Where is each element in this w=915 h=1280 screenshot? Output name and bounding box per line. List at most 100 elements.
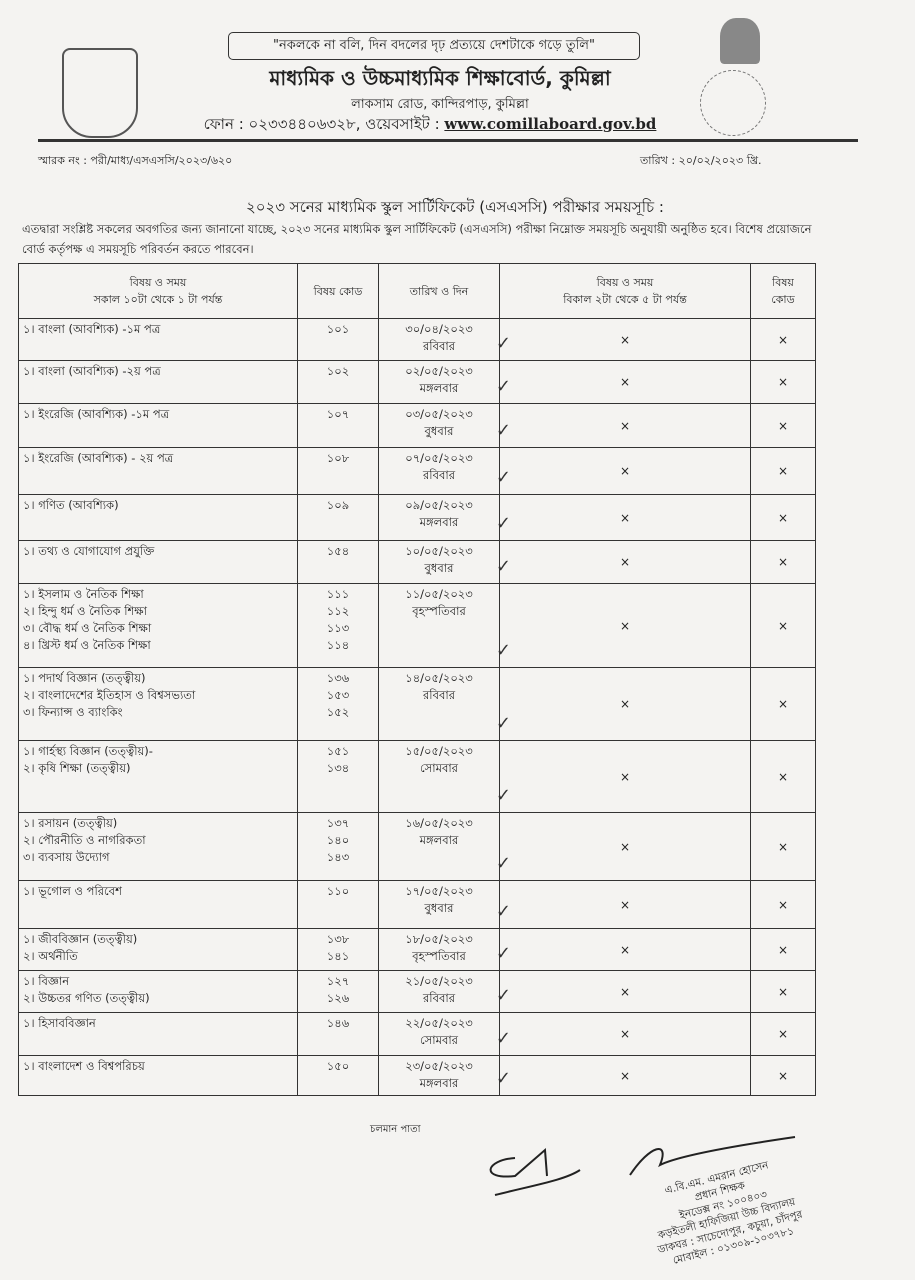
subject-cell: ১। হিসাববিজ্ঞান [18, 1012, 298, 1056]
afternoon-code-cell: × [750, 360, 816, 404]
subject-name: ৪। খ্রিস্ট ধর্ম ও নৈতিক শিক্ষা [23, 638, 151, 652]
table-row: ১। তথ্য ও যোগাযোগ প্রযুক্তি ১৫৪ ১০/০৫/২০২৩… [18, 540, 816, 584]
table-row: ১। গার্হস্থ্য বিজ্ঞান (তত্ত্বীয়)- ২। কৃষ… [18, 740, 816, 813]
afternoon-subject-cell: × [499, 928, 751, 971]
exam-date: ১০/০৫/২০২৩ [405, 544, 473, 558]
subject-code: ১৪৩ [326, 850, 350, 864]
exam-date: ২২/০৫/২০২৩ [405, 1016, 473, 1030]
cross-mark-icon: × [777, 618, 789, 633]
subject-name: ১। তথ্য ও যোগাযোগ প্রযুক্তি [23, 544, 155, 558]
exam-date: ১৬/০৫/২০২৩ [405, 816, 473, 830]
date-cell: ৩০/০৪/২০২৩ রবিবার ✓ [378, 318, 511, 361]
code-cell: ১৫১ ১৩৪ [297, 740, 379, 813]
subject-code: ১০৮ [326, 451, 350, 465]
board-logo [62, 48, 138, 138]
header-divider [38, 139, 858, 142]
mujib-year-seal [700, 70, 766, 136]
cross-mark-icon: × [619, 769, 631, 784]
header-date-day: তারিখ ও দিন [378, 263, 500, 319]
date-cell: ১৮/০৫/২০২৩ বৃহস্পতিবার ✓ [378, 928, 511, 971]
subject-cell: ১। গার্হস্থ্য বিজ্ঞান (তত্ত্বীয়)- ২। কৃষ… [18, 740, 298, 813]
subject-name: ২। পৌরনীতি ও নাগরিকতা [23, 833, 146, 847]
exam-date: ০৯/০৫/২০২৩ [405, 498, 473, 512]
afternoon-code-cell: × [750, 740, 816, 813]
cross-mark-icon: × [619, 697, 631, 711]
subject-code: ১৫২ [326, 705, 350, 719]
check-mark-icon: ✓ [495, 513, 511, 534]
date-cell: ১৬/০৫/২০২৩ মঙ্গলবার ✓ [378, 812, 511, 881]
memo-number: স্মারক নং : পরী/মাধ্য/এসএসসি/২০২৩/৬২০ [38, 154, 233, 167]
cross-mark-icon: × [777, 984, 789, 999]
afternoon-code-cell: × [750, 540, 816, 584]
afternoon-code-cell: × [750, 928, 816, 971]
afternoon-subject-cell: × [499, 583, 751, 668]
subject-name: ২। হিন্দু ধর্ম ও নৈতিক শিক্ষা [23, 604, 147, 618]
check-mark-icon: ✓ [495, 556, 511, 577]
check-mark-icon: ✓ [495, 376, 511, 397]
exam-date: ১৫/০৫/২০২৩ [405, 744, 473, 758]
subject-name: ১। ইংরেজি (আবশ্যিক) -১ম পত্র [23, 407, 170, 421]
subject-cell: ১। ইংরেজি (আবশ্যিক) -১ম পত্র [18, 403, 298, 448]
table-row: ১। গণিত (আবশ্যিক) ১০৯ ০৯/০৫/২০২৩ মঙ্গলবার ✓ ×… [18, 494, 816, 541]
cross-mark-icon: × [619, 897, 631, 912]
cross-mark-icon: × [619, 1068, 631, 1083]
exam-day: মঙ্গলবার [419, 515, 459, 529]
subject-code: ১৩৬ [326, 671, 350, 685]
check-mark-icon: ✓ [495, 1068, 511, 1089]
exam-day: মঙ্গলবার [419, 1076, 459, 1090]
cross-mark-icon: × [619, 418, 631, 433]
subject-name: ২। কৃষি শিক্ষা (তত্ত্বীয়) [23, 761, 131, 775]
exam-date: ১৮/০৫/২০২৩ [405, 932, 473, 946]
exam-day: বৃহস্পতিবার [412, 949, 466, 963]
subject-code: ১৪১ [326, 949, 350, 963]
table-row: ১। বাংলাদেশ ও বিশ্বপরিচয় ১৫০ ২৩/০৫/২০২৩ মঙ… [18, 1055, 816, 1096]
cross-mark-icon: × [777, 375, 789, 389]
cross-mark-icon: × [777, 942, 789, 957]
cross-mark-icon: × [619, 839, 631, 854]
subject-cell: ১। ইংরেজি (আবশ্যিক) - ২য় পত্র [18, 447, 298, 495]
subject-name: ১। হিসাববিজ্ঞান [23, 1016, 96, 1030]
afternoon-subject-cell: × [499, 667, 751, 741]
exam-date: ০২/০৫/২০২৩ [405, 364, 473, 378]
table-row: ১। বাংলা (আবশ্যিক) -১ম পত্র ১০১ ৩০/০৪/২০২৩… [18, 318, 816, 361]
check-mark-icon: ✓ [495, 901, 511, 922]
date-cell: ২২/০৫/২০২৩ সোমবার ✓ [378, 1012, 511, 1056]
afternoon-code-cell: × [750, 583, 816, 668]
afternoon-code-cell: × [750, 1055, 816, 1096]
table-row: ১। পদার্থ বিজ্ঞান (তত্ত্বীয়) ২। বাংলাদেশ… [18, 667, 816, 741]
afternoon-code-cell: × [750, 880, 816, 929]
subject-cell: ১। বিজ্ঞান ২। উচ্চতর গণিত (তত্ত্বীয়) [18, 970, 298, 1013]
subject-code: ১৪০ [326, 833, 350, 847]
website-link[interactable]: www.comillaboard.gov.bd [444, 115, 657, 133]
subject-cell: ১। তথ্য ও যোগাযোগ প্রযুক্তি [18, 540, 298, 584]
subject-code: ১৩৮ [326, 932, 350, 946]
afternoon-subject-cell: × [499, 447, 751, 495]
date-cell: ১৭/০৫/২০২৩ বুধবার ✓ [378, 880, 511, 929]
subject-code: ১০১ [326, 322, 350, 336]
check-mark-icon: ✓ [495, 943, 511, 964]
subject-cell: ১। পদার্থ বিজ্ঞান (তত্ত্বীয়) ২। বাংলাদেশ… [18, 667, 298, 741]
exam-day: রবিবার [422, 991, 456, 1005]
code-cell: ১৪৬ [297, 1012, 379, 1056]
subject-code: ১১২ [326, 604, 350, 618]
exam-day: রবিবার [422, 688, 456, 702]
exam-day: রবিবার [422, 468, 456, 482]
exam-date: ১১/০৫/২০২৩ [405, 587, 473, 601]
subject-name: ১। ইসলাম ও নৈতিক শিক্ষা [23, 587, 144, 601]
cross-mark-icon: × [619, 618, 631, 633]
exam-date: ০৭/০৫/২০২৩ [405, 451, 473, 465]
subject-cell: ১। জীববিজ্ঞান (তত্ত্বীয়) ২। অর্থনীতি [18, 928, 298, 971]
board-address: লাকসাম রোড, কান্দিরপাড়, কুমিল্লা [351, 97, 529, 112]
subject-cell: ১। বাংলাদেশ ও বিশ্বপরিচয় [18, 1055, 298, 1096]
board-name: মাধ্যমিক ও উচ্চমাধ্যমিক শিক্ষাবোর্ড, কুম… [269, 66, 611, 90]
subject-cell: ১। ভূগোল ও পরিবেশ [18, 880, 298, 929]
exam-day: বুধবার [424, 424, 454, 438]
code-cell: ১৫০ [297, 1055, 379, 1096]
cross-mark-icon: × [619, 510, 631, 525]
afternoon-code-cell: × [750, 494, 816, 541]
exam-day: সোমবার [419, 761, 459, 775]
afternoon-code-cell: × [750, 447, 816, 495]
afternoon-subject-cell: × [499, 812, 751, 881]
exam-date: ১৪/০৫/২০২৩ [405, 671, 473, 685]
subject-name: ১। বাংলাদেশ ও বিশ্বপরিচয় [23, 1059, 145, 1073]
